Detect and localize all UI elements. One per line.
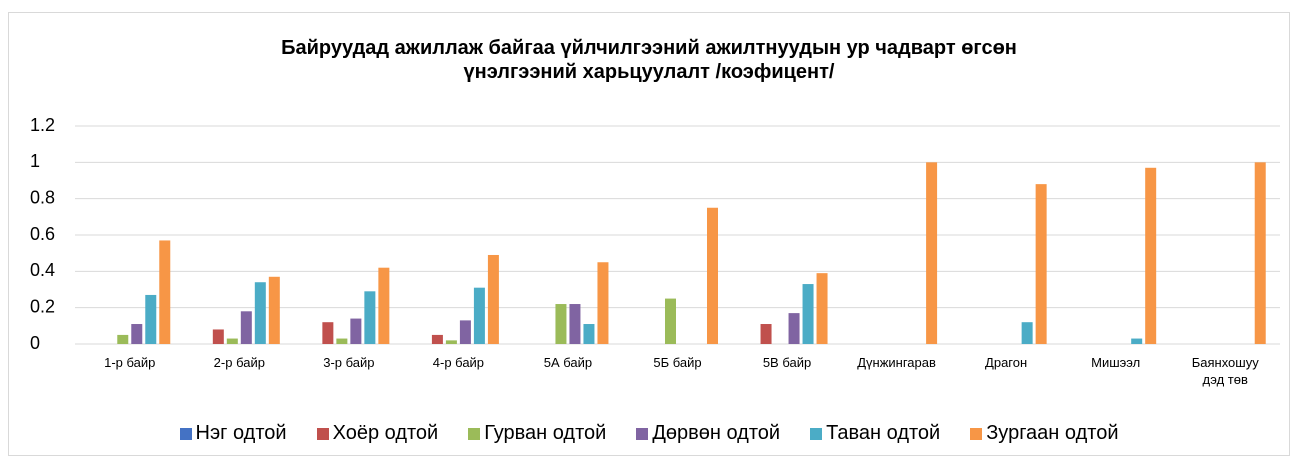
bar	[1145, 167, 1157, 344]
bar	[378, 267, 390, 344]
bar	[131, 324, 143, 344]
bar	[322, 322, 334, 344]
bar	[788, 313, 800, 344]
bar	[760, 324, 772, 344]
legend-item: Хоёр одтой	[316, 422, 439, 445]
legend-swatch	[468, 427, 481, 440]
bar	[336, 338, 348, 344]
x-tick-label: Баянхошуу дэд төв	[1191, 355, 1259, 387]
x-tick-label: 5В байр	[762, 355, 812, 370]
legend-label: Гурван одтой	[484, 422, 607, 444]
bar	[1021, 322, 1033, 344]
x-tick-label: Дүнжингарав	[857, 355, 936, 370]
y-tick-label: 0.4	[30, 260, 55, 280]
legend-item: Дөрвөн одтой	[636, 422, 780, 445]
bar	[240, 311, 252, 344]
chart-border	[8, 12, 1290, 456]
y-tick-label: 0.8	[30, 187, 55, 207]
x-tick-label: 1-р байр	[104, 355, 156, 370]
legend-label: Таван одтой	[826, 422, 941, 444]
bar	[1131, 338, 1143, 344]
x-tick-label: 4-р байр	[432, 355, 485, 370]
bar	[802, 284, 814, 344]
legend-swatch	[970, 427, 983, 440]
bar	[1254, 162, 1266, 344]
y-tick-label: 0	[30, 333, 40, 353]
legend-label: Дөрвөн одтой	[652, 422, 781, 444]
bar	[487, 254, 499, 344]
bar	[159, 240, 171, 344]
bar	[350, 318, 362, 344]
x-tick-label: 5А байр	[543, 355, 593, 370]
x-tick-label: 2-р байр	[213, 355, 265, 370]
bar	[597, 262, 609, 344]
legend-swatch	[179, 427, 192, 440]
bar	[445, 340, 457, 344]
legend-swatch	[316, 427, 329, 440]
bar	[431, 334, 443, 344]
x-tick-label: 5Б байр	[653, 355, 702, 370]
bar	[707, 207, 718, 344]
y-tick-label: 1.2	[30, 115, 55, 135]
bar	[145, 294, 157, 344]
y-tick-label: 1	[30, 151, 40, 171]
bar	[926, 162, 938, 344]
legend-item: Таван одтой	[810, 422, 940, 445]
bar	[583, 324, 595, 344]
x-tick-label: Мишээл	[1091, 355, 1141, 370]
legend-label: Зургаан одтой	[986, 422, 1119, 444]
bar	[254, 282, 266, 344]
legend-item: Зургаан одтой	[970, 422, 1118, 445]
bar	[1035, 184, 1047, 344]
chart-title: Байруудад ажиллаж байгаа үйлчилгээний аж…	[281, 37, 1017, 83]
bar	[569, 304, 581, 344]
bar	[816, 273, 828, 344]
x-tick-label: 3-р байр	[323, 355, 375, 370]
legend-label: Нэг одтой	[195, 422, 287, 444]
bar	[665, 298, 676, 344]
bar	[117, 334, 129, 344]
legend: Нэг одтой Хоёр одтой Гурван одтой Дөрвөн од…	[0, 422, 1298, 445]
bar	[364, 291, 376, 344]
legend-swatch	[810, 427, 823, 440]
y-tick-label: 0.6	[30, 224, 55, 244]
legend-item: Гурван одтой	[468, 422, 606, 445]
y-tick-label: 0.2	[30, 296, 55, 316]
legend-item: Нэг одтой	[179, 422, 287, 445]
legend-swatch	[636, 427, 649, 440]
x-tick-label: Драгон	[985, 355, 1028, 370]
bar	[459, 320, 471, 344]
bar	[226, 338, 238, 344]
legend-label: Хоёр одтой	[332, 422, 439, 444]
bar	[212, 329, 224, 344]
bar	[268, 276, 280, 344]
bar	[473, 287, 485, 344]
bar	[555, 304, 567, 344]
